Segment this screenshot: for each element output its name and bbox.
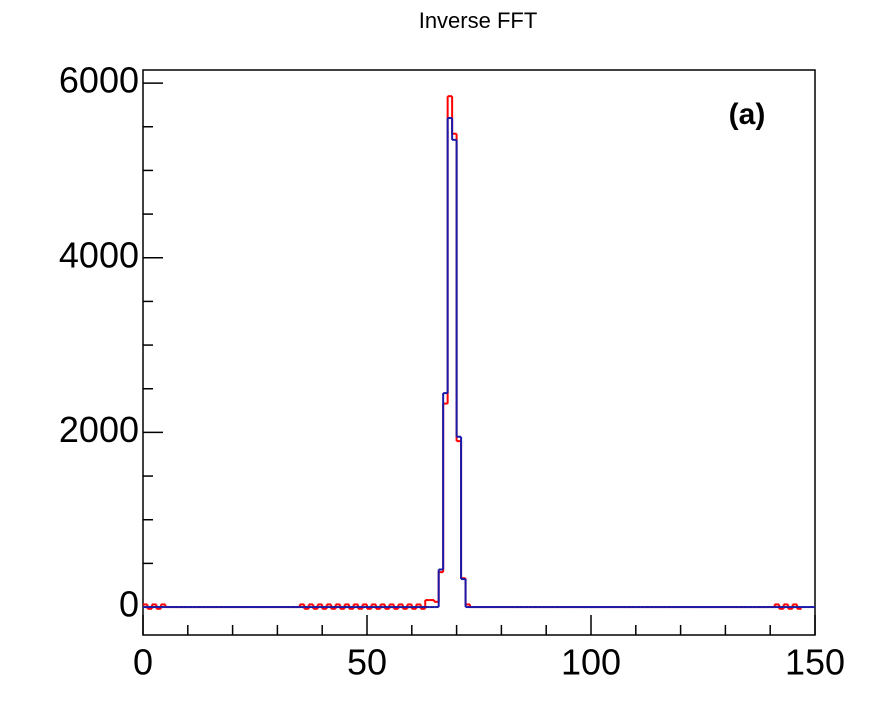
annotation: (a) [729,98,766,131]
y-tick-label: 0 [119,584,139,625]
x-tick-label: 150 [785,642,845,683]
y-tick-label: 4000 [59,234,139,275]
x-tick-label: 100 [561,642,621,683]
y-tick-label: 6000 [59,60,139,101]
plot-frame [142,69,816,636]
x-tick-label: 0 [133,642,153,683]
x-tick-label: 50 [347,642,387,683]
y-tick-label: 2000 [59,409,139,450]
chart-title: Inverse FFT [419,8,538,33]
